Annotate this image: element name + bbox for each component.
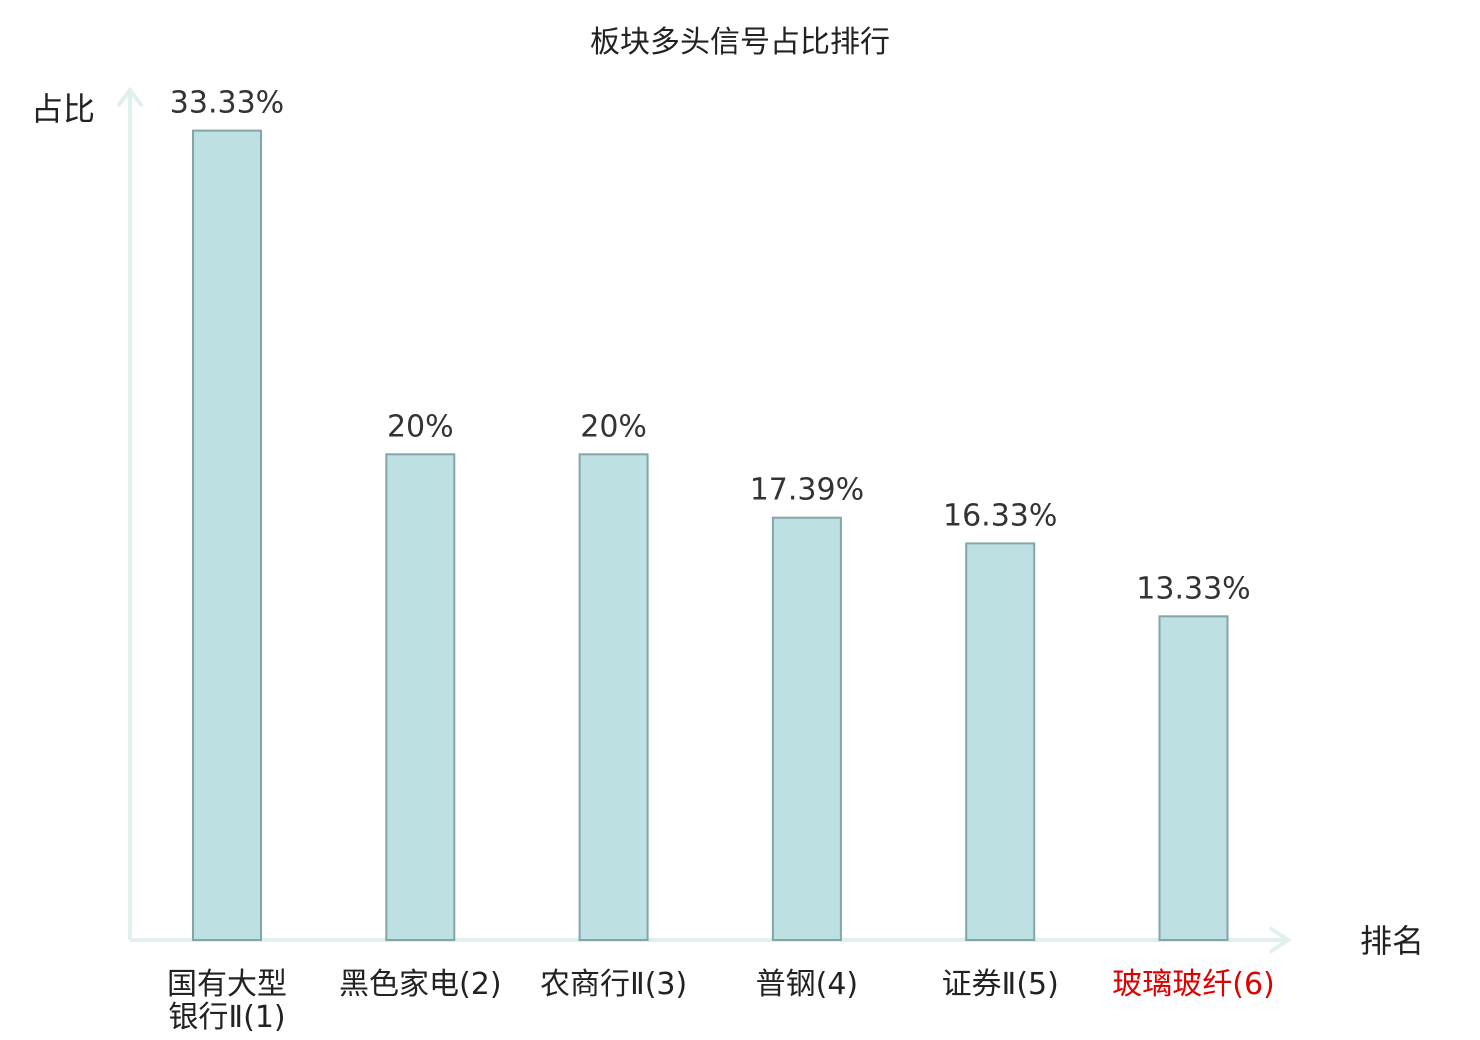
chart-title: 板块多头信号占比排行 [590,25,890,60]
bar [965,542,1036,942]
x-axis [130,926,1292,954]
y-axis-arrowhead [116,86,144,108]
bar [385,453,456,941]
bar-value-label: 13.33% [1136,571,1250,606]
bar-value-label: 20% [387,409,454,444]
x-axis-label: 排名 [1360,922,1424,960]
x-tick-label: 证券Ⅱ(5) [942,967,1059,1002]
bar-value-label: 20% [580,409,647,444]
x-tick-label: 黑色家电(2) [339,967,502,1002]
bar-value-label: 16.33% [943,498,1057,533]
bar-value-label: 33.33% [170,86,284,121]
bar [1158,615,1229,941]
y-axis [116,86,144,940]
x-tick-label: 普钢(4) [756,967,859,1002]
x-axis-arrowhead [1268,926,1292,954]
y-axis-label: 占比 [31,90,95,128]
bar-value-label: 17.39% [750,473,864,508]
x-tick-label: 农商行Ⅱ(3) [540,967,687,1002]
x-tick-label: 国有大型 [167,967,287,1002]
x-tick-label: 银行Ⅱ(1) [168,1000,285,1035]
bar [192,129,262,942]
bar [578,453,649,941]
bars-group [192,129,1229,942]
value-labels-group: 33.33% 20% 20% 17.39% 16.33% 13.33% [170,86,1251,607]
bar [771,516,842,941]
x-tick-label: 玻璃玻纤(6) [1112,967,1275,1002]
